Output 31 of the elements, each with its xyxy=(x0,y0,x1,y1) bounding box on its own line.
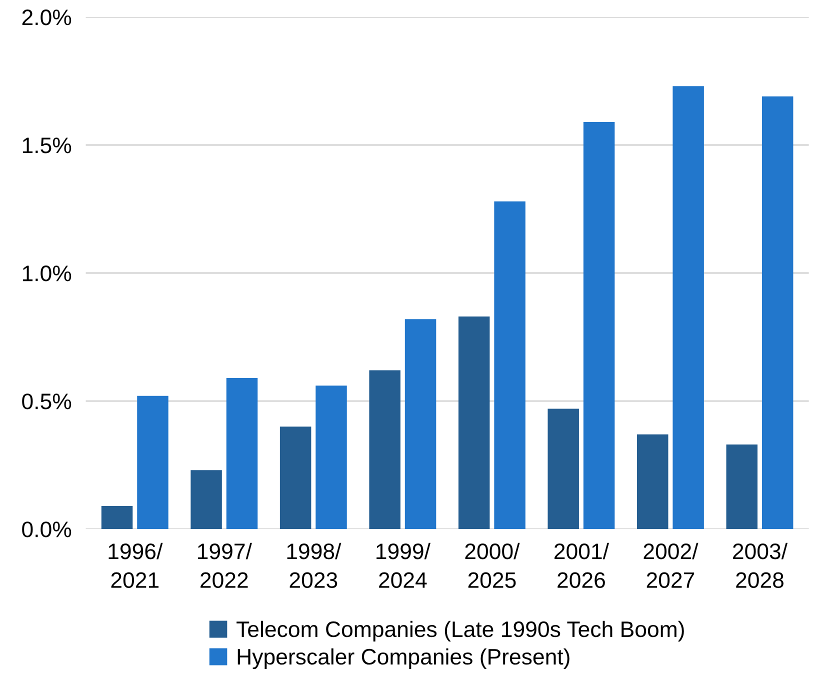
bar xyxy=(369,370,400,530)
x-tick-label: 2002/ 2027 xyxy=(644,542,698,588)
bar xyxy=(548,408,579,530)
y-tick-label: 0.5% xyxy=(22,394,72,410)
x-tick-label: 2000/ 2025 xyxy=(465,542,520,588)
bar xyxy=(583,122,615,530)
x-tick-label: 2001/ 2026 xyxy=(554,542,610,588)
y-tick-label: 1.0% xyxy=(22,266,72,282)
y-tick-label: 2.0% xyxy=(22,10,72,26)
y-tick-label: 0.0% xyxy=(22,522,72,538)
bar xyxy=(190,470,222,530)
x-tick-label: 2003/ 2028 xyxy=(733,542,788,588)
x-tick-label: 1999/ 2024 xyxy=(376,542,430,588)
bar xyxy=(101,506,133,530)
bar xyxy=(726,444,758,530)
bar xyxy=(137,396,168,530)
bar xyxy=(672,86,704,530)
bar xyxy=(636,434,668,530)
x-tick-label: 1997/ 2022 xyxy=(198,542,252,588)
bar xyxy=(762,96,794,530)
bar xyxy=(316,386,347,530)
bar xyxy=(458,316,490,530)
bar xyxy=(226,378,258,530)
bar xyxy=(494,201,526,530)
x-tick-label: 1996/ 2021 xyxy=(108,542,163,588)
legend-label: Telecom Companies (Late 1990s Tech Boom) xyxy=(236,620,684,642)
x-tick-label: 1998/ 2023 xyxy=(287,542,342,588)
legend-label: Hyperscaler Companies (Present) xyxy=(238,648,570,670)
bar xyxy=(404,319,436,530)
bar xyxy=(280,426,312,530)
y-tick-label: 1.5% xyxy=(22,138,72,154)
